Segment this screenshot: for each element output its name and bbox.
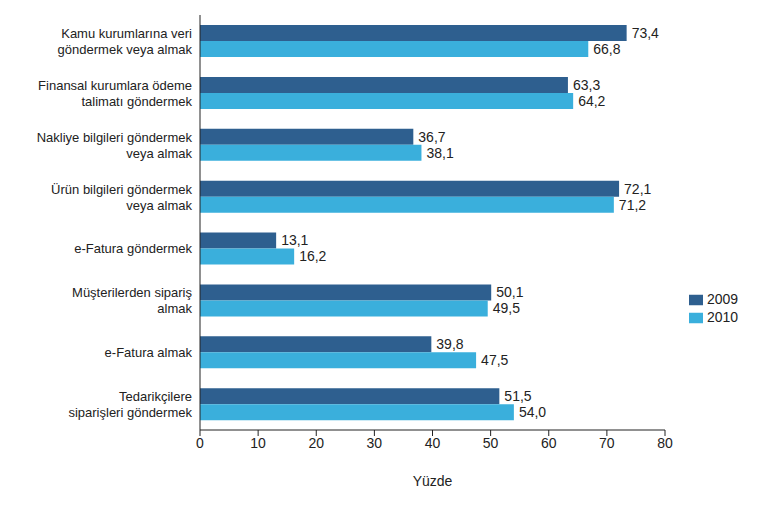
svg-text:63,3: 63,3 (573, 77, 600, 93)
svg-text:13,1: 13,1 (281, 232, 308, 248)
svg-text:30: 30 (367, 435, 383, 451)
svg-text:Nakliye bilgileri göndermekvey: Nakliye bilgileri göndermekveya almak (37, 129, 193, 160)
svg-text:Yüzde: Yüzde (413, 473, 453, 489)
svg-text:47,5: 47,5 (481, 352, 508, 368)
svg-text:60: 60 (541, 435, 557, 451)
svg-text:0: 0 (196, 435, 204, 451)
svg-text:54,0: 54,0 (519, 404, 546, 420)
svg-text:Kamu kurumlarına verigöndermek: Kamu kurumlarına verigöndermek veya alma… (58, 25, 193, 56)
svg-text:39,8: 39,8 (436, 336, 463, 352)
svg-text:Finansal kurumlara ödemetalima: Finansal kurumlara ödemetalimatı gönderm… (38, 77, 192, 108)
svg-text:50,1: 50,1 (496, 284, 523, 300)
html-text:2010: 2010 (707, 309, 739, 325)
svg-text:Tedarikçileresiparişleri gönde: Tedarikçileresiparişleri göndermek (68, 389, 192, 420)
svg-text:Ürün bilgileri göndermekveya a: Ürün bilgileri göndermekveya almak (51, 181, 192, 212)
svg-text:51,5: 51,5 (504, 388, 531, 404)
svg-text:72,1: 72,1 (624, 181, 651, 197)
svg-text:71,2: 71,2 (619, 197, 646, 213)
svg-text:10: 10 (250, 435, 266, 451)
svg-text:e-Fatura almak: e-Fatura almak (105, 345, 193, 360)
svg-text:20: 20 (308, 435, 324, 451)
svg-text:49,5: 49,5 (493, 300, 520, 316)
svg-text:38,1: 38,1 (426, 145, 453, 161)
svg-text:16,2: 16,2 (299, 248, 326, 264)
svg-text:66,8: 66,8 (593, 41, 620, 57)
svg-text:e-Fatura göndermek: e-Fatura göndermek (74, 241, 192, 256)
svg-text:64,2: 64,2 (578, 93, 605, 109)
html-text:2009: 2009 (707, 291, 739, 307)
svg-text:70: 70 (599, 435, 615, 451)
svg-text:73,4: 73,4 (632, 25, 659, 41)
svg-text:Müşterilerden siparişalmak: Müşterilerden siparişalmak (72, 285, 192, 316)
svg-text:50: 50 (483, 435, 499, 451)
svg-text:36,7: 36,7 (418, 129, 445, 145)
svg-text:40: 40 (425, 435, 441, 451)
svg-text:80: 80 (657, 435, 673, 451)
